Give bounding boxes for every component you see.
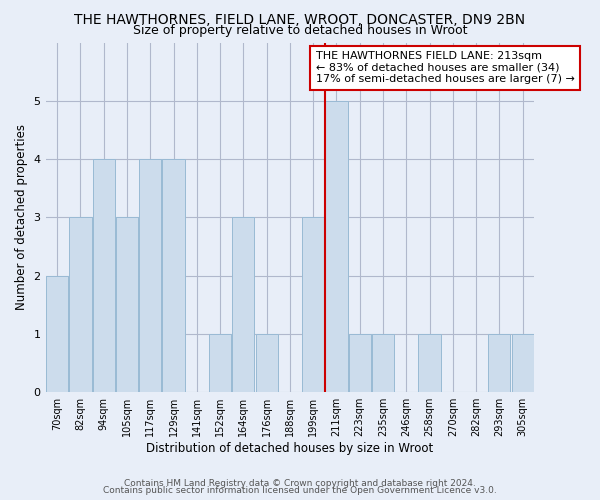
Y-axis label: Number of detached properties: Number of detached properties: [15, 124, 28, 310]
Bar: [163, 159, 185, 392]
Text: Contains public sector information licensed under the Open Government Licence v3: Contains public sector information licen…: [103, 486, 497, 495]
Text: THE HAWTHORNES, FIELD LANE, WROOT, DONCASTER, DN9 2BN: THE HAWTHORNES, FIELD LANE, WROOT, DONCA…: [74, 12, 526, 26]
Bar: [418, 334, 440, 392]
Bar: [325, 101, 347, 392]
Bar: [139, 159, 161, 392]
Bar: [256, 334, 278, 392]
Text: THE HAWTHORNES FIELD LANE: 213sqm
← 83% of detached houses are smaller (34)
17% : THE HAWTHORNES FIELD LANE: 213sqm ← 83% …: [316, 51, 574, 84]
Bar: [46, 276, 68, 392]
Bar: [372, 334, 394, 392]
X-axis label: Distribution of detached houses by size in Wroot: Distribution of detached houses by size …: [146, 442, 434, 455]
Bar: [92, 159, 115, 392]
Bar: [209, 334, 231, 392]
Bar: [116, 218, 138, 392]
Bar: [232, 218, 254, 392]
Bar: [488, 334, 511, 392]
Text: Size of property relative to detached houses in Wroot: Size of property relative to detached ho…: [133, 24, 467, 37]
Text: Contains HM Land Registry data © Crown copyright and database right 2024.: Contains HM Land Registry data © Crown c…: [124, 478, 476, 488]
Bar: [349, 334, 371, 392]
Bar: [70, 218, 92, 392]
Bar: [512, 334, 533, 392]
Bar: [302, 218, 324, 392]
